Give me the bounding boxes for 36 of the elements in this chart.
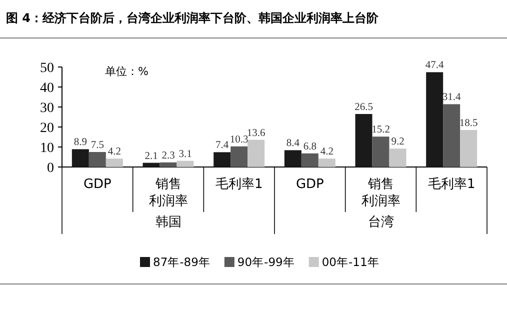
- x-tick-label: 销售利润率: [148, 177, 188, 209]
- legend-label: 87年-89年: [153, 255, 210, 269]
- data-label: 15.2: [372, 124, 390, 136]
- x-tick-label: 毛利率1: [215, 176, 263, 192]
- text: 韩国: [155, 215, 182, 230]
- data-label: 2.3: [162, 150, 175, 162]
- data-label: 26.5: [354, 102, 373, 113]
- data-label: 6.8: [303, 141, 316, 152]
- data-label: 8.9: [74, 137, 87, 148]
- y-tick-label: 30: [40, 101, 54, 116]
- data-label: 18.5: [459, 118, 478, 129]
- y-tick-label: 40: [40, 81, 54, 96]
- annotation: 单位：%: [105, 65, 148, 78]
- data-label: 4.2: [108, 146, 121, 158]
- x-tick-label: GDP: [83, 177, 112, 192]
- x-tick-label: 毛利率1: [428, 176, 476, 192]
- data-label: 7.5: [90, 140, 104, 151]
- y-tick-label: 10: [40, 141, 54, 156]
- data-label: 3.1: [178, 148, 192, 160]
- data-label: 10.3: [230, 134, 248, 146]
- data-label: 2.1: [144, 150, 158, 162]
- data-label: 9.2: [391, 136, 404, 148]
- y-tick-label: 0: [47, 161, 54, 176]
- x-tick-label: GDP: [296, 177, 324, 192]
- data-label: 4.2: [320, 146, 334, 158]
- data-label: 47.4: [425, 60, 445, 72]
- legend-label: 00年-11年: [322, 255, 380, 269]
- text: 台湾: [368, 214, 394, 230]
- y-tick-label: 50: [40, 61, 54, 76]
- data-label: 8.4: [286, 138, 300, 150]
- data-label: 7.4: [216, 140, 230, 152]
- legend-label: 90年-99年: [237, 255, 295, 269]
- chart-title: 图 4：经济下台阶后，台湾企业利润率下台阶、韩国企业利润率上台阶: [6, 11, 380, 25]
- data-label: 13.6: [246, 128, 266, 139]
- x-tick-label: 销售利润率: [361, 177, 400, 209]
- y-tick-label: 20: [40, 121, 54, 136]
